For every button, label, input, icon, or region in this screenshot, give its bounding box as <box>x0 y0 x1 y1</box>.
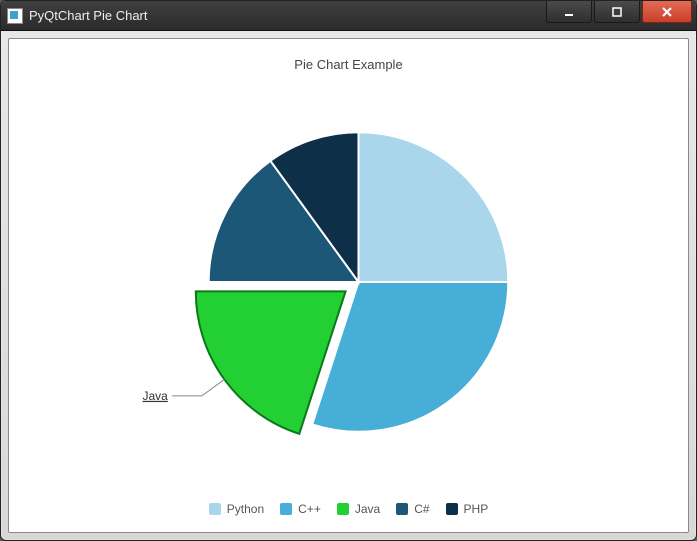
legend-item-c-[interactable]: C++ <box>280 502 321 516</box>
titlebar[interactable]: PyQtChart Pie Chart <box>1 1 696 31</box>
legend-item-php[interactable]: PHP <box>446 502 489 516</box>
legend-swatch <box>280 503 292 515</box>
pie-chart: Java <box>9 72 688 492</box>
maximize-button[interactable] <box>594 1 640 23</box>
window-buttons <box>546 1 696 30</box>
minimize-icon <box>563 6 575 18</box>
window-title: PyQtChart Pie Chart <box>29 8 148 23</box>
legend-label: PHP <box>464 502 489 516</box>
legend-label: C++ <box>298 502 321 516</box>
legend-swatch <box>446 503 458 515</box>
legend-swatch <box>396 503 408 515</box>
legend-item-c-[interactable]: C# <box>396 502 429 516</box>
legend-swatch <box>337 503 349 515</box>
pie-slice-python[interactable] <box>358 132 508 282</box>
client-area: Pie Chart Example Java Python C++ Java C# PH… <box>8 38 689 533</box>
close-button[interactable] <box>642 1 692 23</box>
app-icon <box>7 8 23 24</box>
legend: Python C++ Java C# PHP <box>209 492 488 532</box>
callout-line <box>172 379 225 395</box>
chart-title: Pie Chart Example <box>294 57 402 72</box>
legend-swatch <box>209 503 221 515</box>
callout-label: Java <box>143 389 169 403</box>
legend-label: C# <box>414 502 429 516</box>
legend-label: Python <box>227 502 264 516</box>
app-window: PyQtChart Pie Chart Pie Chart Example Ja… <box>0 0 697 541</box>
legend-item-python[interactable]: Python <box>209 502 264 516</box>
maximize-icon <box>611 6 623 18</box>
chart-area: Java <box>9 72 688 492</box>
minimize-button[interactable] <box>546 1 592 23</box>
legend-item-java[interactable]: Java <box>337 502 380 516</box>
close-icon <box>661 6 673 18</box>
legend-label: Java <box>355 502 380 516</box>
